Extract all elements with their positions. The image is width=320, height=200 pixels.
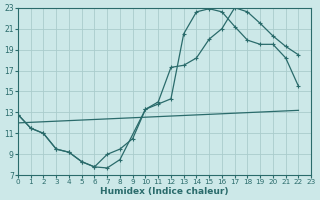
X-axis label: Humidex (Indice chaleur): Humidex (Indice chaleur)	[100, 187, 229, 196]
